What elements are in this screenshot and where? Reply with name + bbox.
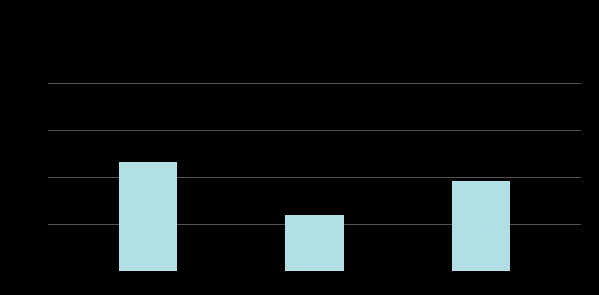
Bar <box>285 215 344 271</box>
Bar <box>452 181 510 271</box>
Bar <box>119 162 177 271</box>
